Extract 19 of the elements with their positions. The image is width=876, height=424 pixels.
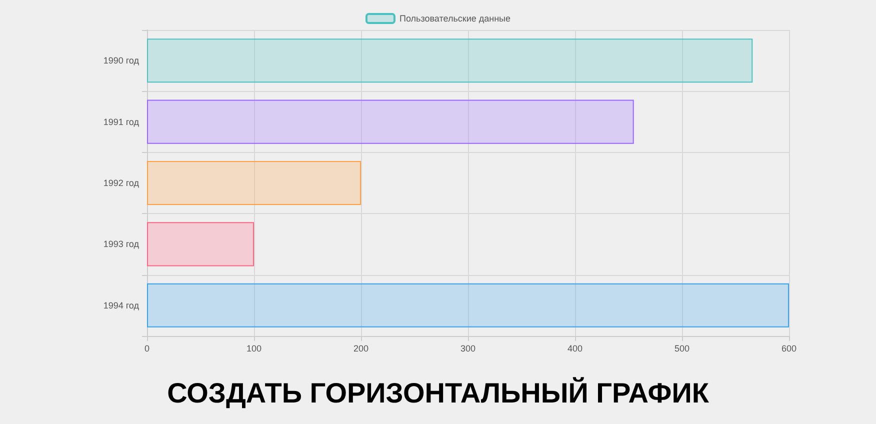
bar	[147, 100, 634, 144]
x-tick-label: 0	[144, 344, 150, 354]
legend-label: Пользовательские данные	[399, 14, 511, 24]
y-tick-label: 1993 год	[103, 239, 140, 250]
y-tick-label: 1994 год	[103, 300, 140, 310]
y-tick-label: 1992 год	[103, 178, 140, 188]
bar	[147, 38, 753, 83]
bar	[147, 160, 361, 206]
bar	[147, 283, 789, 328]
x-tick-label: 400	[567, 344, 583, 354]
bar	[147, 222, 254, 266]
y-tick-label: 1991 год	[103, 116, 140, 127]
x-tick-label: 300	[460, 344, 476, 354]
y-tick-label: 1990 год	[103, 56, 140, 66]
x-tick-label: 100	[246, 344, 262, 354]
x-tick-label: 500	[674, 344, 690, 354]
x-tick-label: 200	[353, 344, 369, 354]
x-tick-label: 600	[781, 344, 797, 354]
text: СОЗДАТЬ ГОРИЗОНТАЛЬНЫЙ ГРАФИК	[167, 376, 710, 408]
